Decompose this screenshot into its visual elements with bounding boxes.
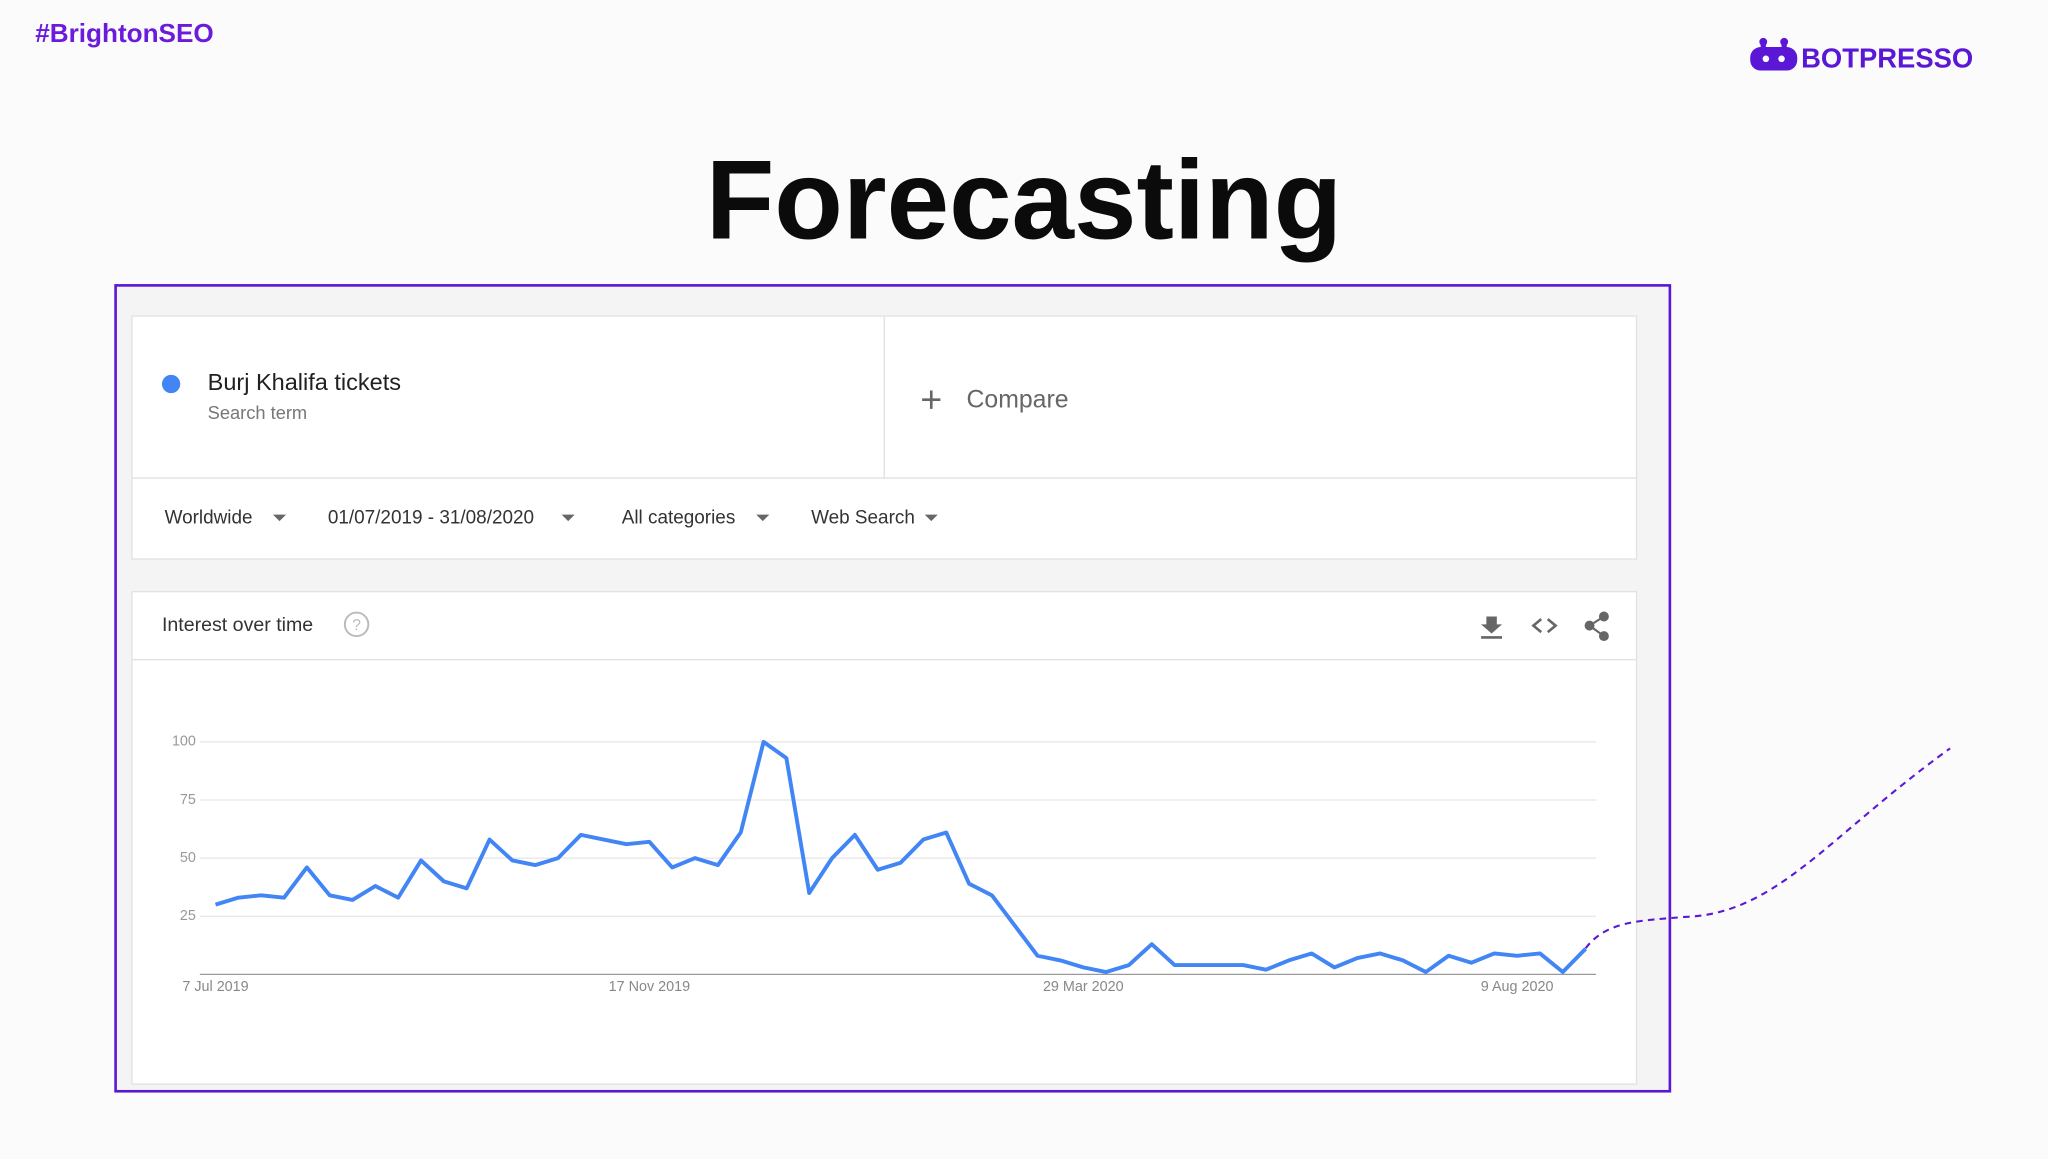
filter[interactable]: All categories [622,508,736,529]
compare[interactable]: Compare [967,387,1069,414]
chart-title: Interest over time [162,614,313,636]
y-tick-label: 50 [180,850,196,866]
svg-text:?: ? [352,617,361,634]
trend-line [214,739,1588,974]
hashtag: #BrightonSEO [35,18,213,48]
help-icon[interactable]: ? [343,611,370,638]
x-tick-label: 29 Mar 2020 [1043,979,1124,995]
y-tick-label: 25 [180,908,196,924]
share-icon[interactable] [1584,611,1609,642]
filter[interactable]: Worldwide [165,508,253,529]
y-tick-label: 100 [172,734,196,750]
x-tick-label: 7 Jul 2019 [182,979,248,995]
x-tick-label: 17 Nov 2019 [609,979,690,995]
slide-title: Forecasting [706,137,1343,263]
filter[interactable]: Web Search [811,508,915,529]
dropdown-arrow[interactable] [272,514,287,522]
chart-card [131,591,1638,1085]
term-dot [161,374,181,394]
search-term[interactable]: Burj Khalifa tickets [208,369,401,395]
logo-text: BOTPRESSO [1801,42,1973,73]
filter[interactable]: 01/07/2019 - 31/08/2020 [328,508,534,529]
dropdown-arrow[interactable] [924,514,938,522]
plot: 25 50 75 100 7 Jul 2019 17 Nov 2019 29 Mar 202… [172,734,1597,995]
dropdown-arrow[interactable] [561,514,575,522]
embed-icon[interactable] [1531,618,1558,634]
dropdown-arrow[interactable] [756,514,770,522]
plus-icon[interactable] [922,390,941,409]
download-icon[interactable] [1481,616,1503,639]
y-tick-label: 75 [180,792,196,808]
search-term-type: Search term [208,402,307,423]
forecast-annotation [1584,747,1951,949]
x-tick-label: 9 Aug 2020 [1481,979,1554,995]
logo-icon [1750,37,1798,71]
